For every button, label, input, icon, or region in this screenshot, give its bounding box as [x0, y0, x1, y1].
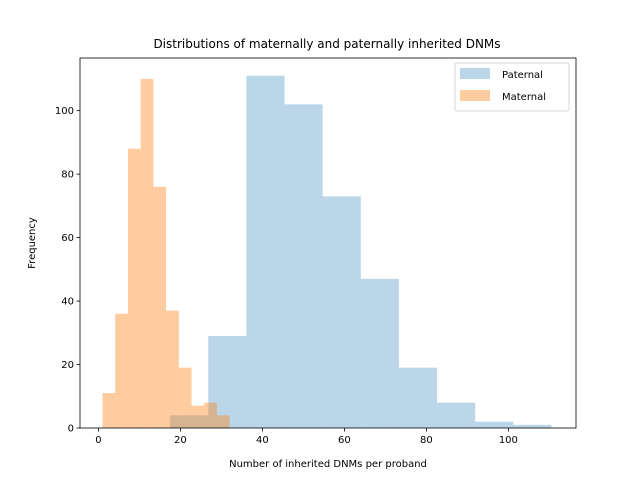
maternal-bar	[166, 310, 179, 428]
maternal-bar	[115, 313, 128, 428]
paternal-bar	[170, 415, 209, 428]
bars-layer	[102, 75, 552, 429]
x-tick-label: 40	[256, 435, 269, 446]
y-tick-label: 80	[61, 170, 74, 181]
paternal-bar	[208, 335, 247, 428]
paternal-bar	[284, 104, 323, 428]
paternal-legend-label: Paternal	[502, 70, 543, 81]
legend-box	[454, 62, 570, 112]
x-tick-label: 0	[95, 435, 101, 446]
paternal-bar	[475, 421, 514, 428]
maternal-bar	[216, 415, 230, 428]
paternal-bar	[360, 278, 399, 428]
x-tick-label: 60	[338, 435, 351, 446]
y-tick-label: 20	[61, 360, 74, 371]
y-axis-ticks: 0 20 40 60 80 100	[55, 106, 80, 435]
maternal-bar	[127, 148, 141, 429]
x-axis-label: Number of inherited DNMs per proband	[229, 459, 427, 470]
y-tick-label: 40	[61, 297, 74, 308]
paternal-bar	[398, 367, 438, 428]
y-tick-label: 100	[55, 106, 74, 117]
paternal-bar	[246, 75, 285, 429]
y-tick-label: 60	[61, 233, 74, 244]
maternal-bar	[140, 78, 154, 429]
maternal-bar	[178, 367, 192, 428]
maternal-bar	[153, 186, 167, 428]
x-tick-label: 100	[499, 435, 518, 446]
legend: Paternal Maternal	[454, 62, 570, 112]
y-axis-label: Frequency	[27, 217, 38, 269]
plot-frame	[79, 57, 577, 429]
maternal-legend-label: Maternal	[502, 92, 546, 103]
x-tick-label: 20	[174, 435, 187, 446]
x-tick-label: 80	[420, 435, 433, 446]
x-axis-ticks: 0 20 40 60 80 100	[95, 428, 518, 446]
paternal-legend-swatch	[460, 68, 490, 79]
chart-title: Distributions of maternally and paternal…	[153, 37, 500, 51]
maternal-bar	[191, 405, 205, 428]
maternal-legend-swatch	[460, 90, 490, 101]
paternal-bar	[513, 424, 552, 428]
paternal-bar	[322, 196, 361, 428]
maternal-bar	[204, 402, 217, 428]
maternal-bar	[102, 393, 116, 428]
paternal-bar	[437, 402, 476, 428]
y-tick-label: 0	[68, 424, 74, 435]
